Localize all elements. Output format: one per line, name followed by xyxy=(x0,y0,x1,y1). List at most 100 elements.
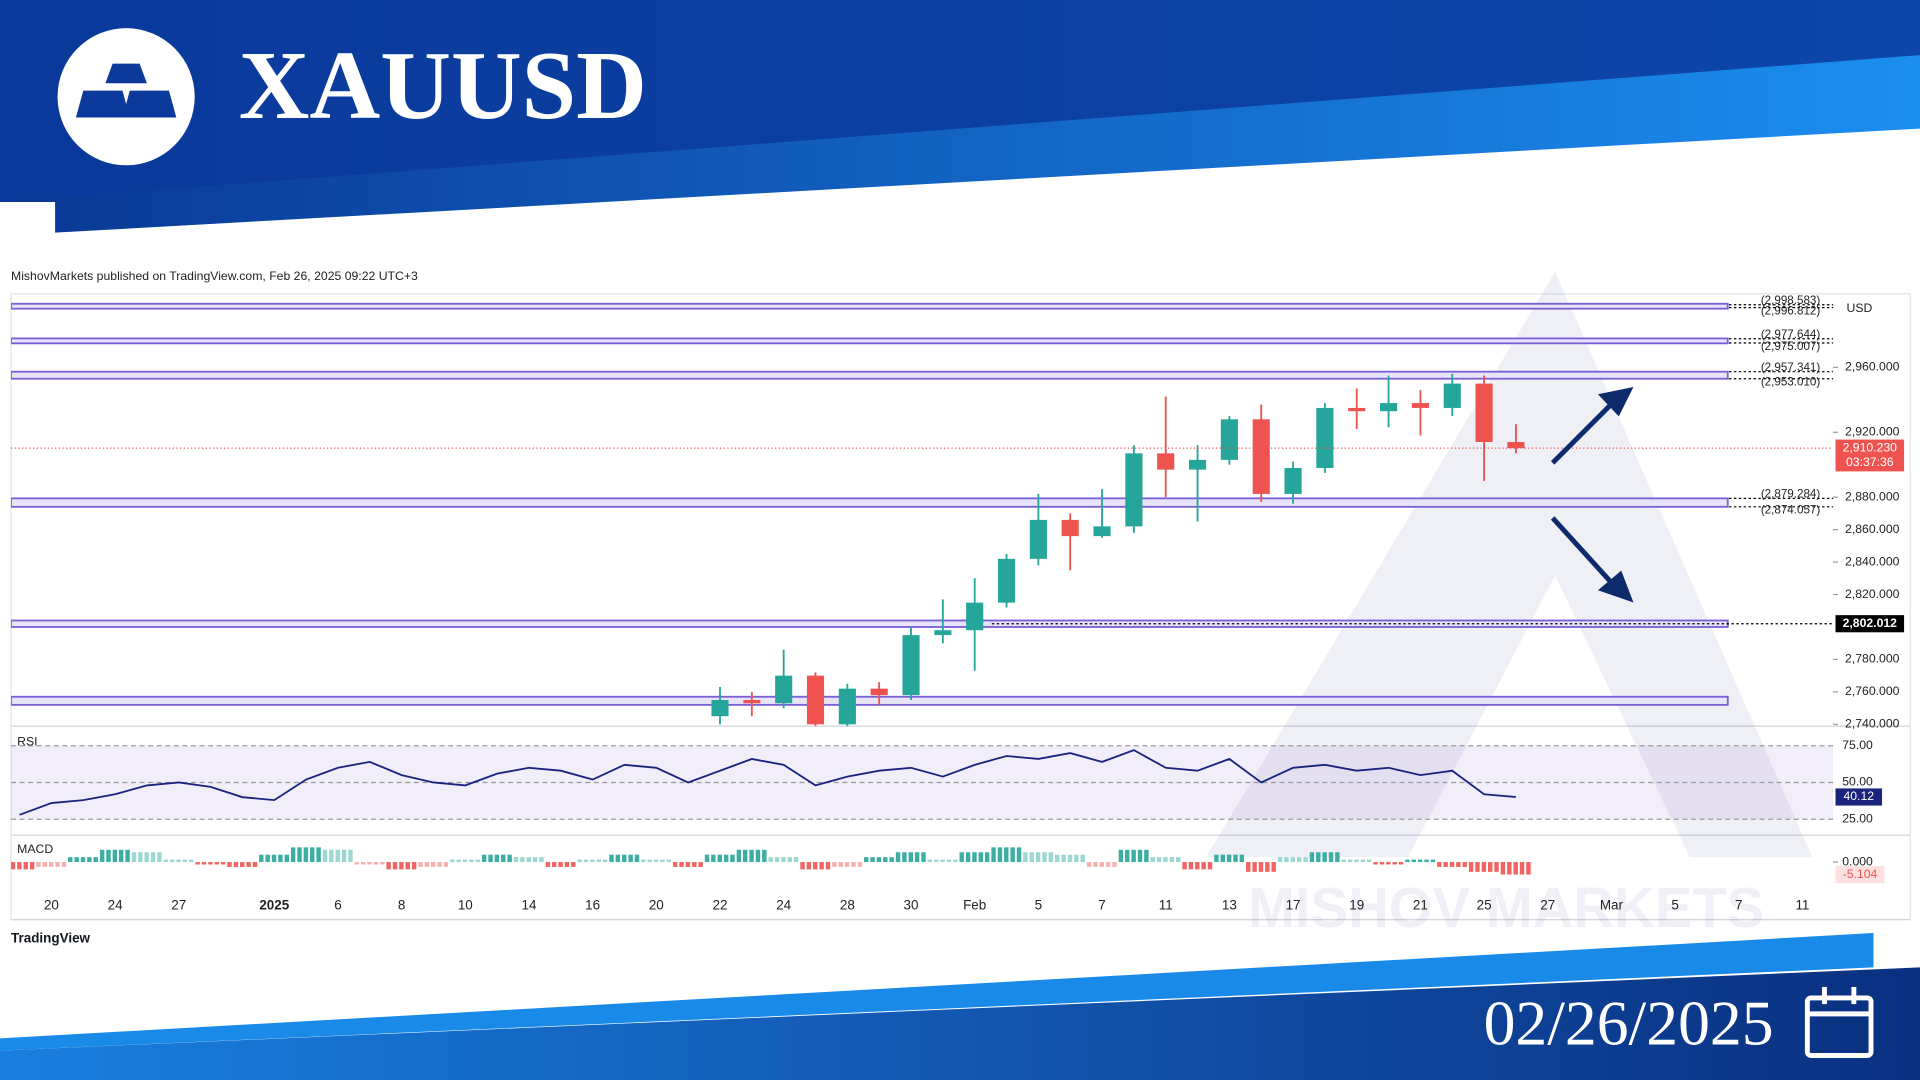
macd-bar xyxy=(1233,854,1238,863)
macd-bar xyxy=(431,862,436,867)
candle-body xyxy=(1380,403,1398,412)
macd-bar xyxy=(469,859,474,863)
macd-bar xyxy=(1284,857,1289,863)
macd-bar xyxy=(125,849,130,863)
macd-bar xyxy=(1055,854,1060,863)
y-tick-label: 2,880.000 xyxy=(1845,489,1900,503)
macd-bar xyxy=(1309,852,1315,863)
macd-bar xyxy=(1328,852,1334,863)
y-tick-label: 25.00 xyxy=(1842,811,1873,825)
x-tick-label: 6 xyxy=(334,898,341,913)
date: 02/26/2025 xyxy=(1484,987,1774,1058)
macd-bar xyxy=(360,862,366,865)
macd-bar xyxy=(1398,862,1404,865)
macd-bar xyxy=(418,862,423,867)
countdown: 03:37:36 xyxy=(1846,455,1894,469)
macd-bar xyxy=(1443,862,1448,867)
macd-bar xyxy=(1481,862,1487,872)
macd-bar xyxy=(354,862,360,865)
macd-bar xyxy=(1169,857,1175,863)
macd-bar xyxy=(259,854,264,863)
macd-bar xyxy=(832,862,837,867)
y-tick-label: 2,740.000 xyxy=(1845,717,1900,731)
macd-bar xyxy=(813,862,818,870)
currency: USD xyxy=(1847,301,1873,315)
macd-bar xyxy=(1290,857,1296,863)
arrow-up xyxy=(1550,386,1634,465)
macd-bar xyxy=(399,862,404,870)
macd-bar xyxy=(1341,859,1346,863)
macd-bar xyxy=(424,862,430,867)
x-tick-label: 21 xyxy=(1413,898,1428,913)
macd-bar xyxy=(622,854,627,863)
x-tick-label: 28 xyxy=(840,898,855,913)
macd-bar xyxy=(959,852,964,863)
indicator-panel xyxy=(4,745,1834,875)
macd-tag xyxy=(1835,865,1885,884)
macd-bar xyxy=(303,847,309,863)
macd-bar xyxy=(1265,862,1270,872)
macd-bar xyxy=(1379,862,1385,865)
macd-bar xyxy=(1411,859,1416,863)
x-tick-label: 24 xyxy=(108,898,123,913)
macd-bar xyxy=(271,854,277,863)
y-tick-label: 2,960.000 xyxy=(1845,360,1900,374)
macd-bar xyxy=(329,849,334,863)
x-tick-label: 24 xyxy=(776,898,791,913)
x-tick-label: 27 xyxy=(171,898,186,913)
macd-bar xyxy=(1042,852,1047,863)
price-panel xyxy=(11,302,1729,727)
level-label: (2,879.284) xyxy=(1761,488,1821,501)
candle-body xyxy=(1157,453,1175,470)
level-label: (2,874.057) xyxy=(1761,504,1821,517)
macd-bar xyxy=(1163,857,1168,863)
macd-bar xyxy=(1386,862,1391,865)
candle-body xyxy=(1316,407,1334,468)
macd-bar xyxy=(386,862,391,870)
macd-bar xyxy=(1195,862,1200,870)
x-tick-label: 22 xyxy=(713,898,728,913)
level-label: (2,957.341) xyxy=(1761,361,1821,374)
macd-bar xyxy=(240,862,245,867)
arrow-down xyxy=(1550,516,1634,603)
macd-bar xyxy=(634,854,640,863)
candle-body xyxy=(1061,519,1079,537)
y-tick-label: 2,860.000 xyxy=(1845,522,1900,536)
macd-bar xyxy=(1137,849,1143,863)
macd-bar xyxy=(176,859,181,863)
macd-bar xyxy=(310,847,315,863)
macd-bar xyxy=(1303,857,1308,863)
macd-bar xyxy=(278,854,283,863)
macd-bar xyxy=(144,852,149,863)
macd-bar xyxy=(220,862,226,865)
macd-bar xyxy=(150,852,156,863)
candle-body xyxy=(1252,419,1270,494)
macd-bar xyxy=(1526,862,1531,875)
macd-bar xyxy=(1354,859,1359,863)
macd-bar xyxy=(927,859,933,863)
macd-bar xyxy=(921,852,926,863)
macd-bar xyxy=(692,862,697,867)
macd-bar xyxy=(163,859,169,863)
macd-bar xyxy=(1494,862,1499,872)
macd-bar xyxy=(596,859,601,863)
macd-bar xyxy=(112,849,118,863)
macd-bar xyxy=(392,862,398,870)
macd-bar xyxy=(1074,854,1079,863)
candle-body xyxy=(902,635,920,696)
macd-bar xyxy=(768,857,773,863)
macd-bar xyxy=(411,862,417,870)
candle-body xyxy=(997,558,1016,603)
macd-bar xyxy=(628,854,633,863)
macd-bar xyxy=(793,857,799,863)
macd-bar xyxy=(1430,859,1436,863)
macd-bar xyxy=(1029,852,1034,863)
macd-bar xyxy=(1322,852,1327,863)
macd-bar xyxy=(571,862,576,867)
macd-bar xyxy=(672,862,678,867)
candle-body xyxy=(1125,453,1143,527)
macd-bar xyxy=(1488,862,1493,872)
y-tick-label: 2,840.000 xyxy=(1845,554,1900,568)
macd-bar xyxy=(4,862,8,869)
macd-bar xyxy=(1468,862,1474,872)
